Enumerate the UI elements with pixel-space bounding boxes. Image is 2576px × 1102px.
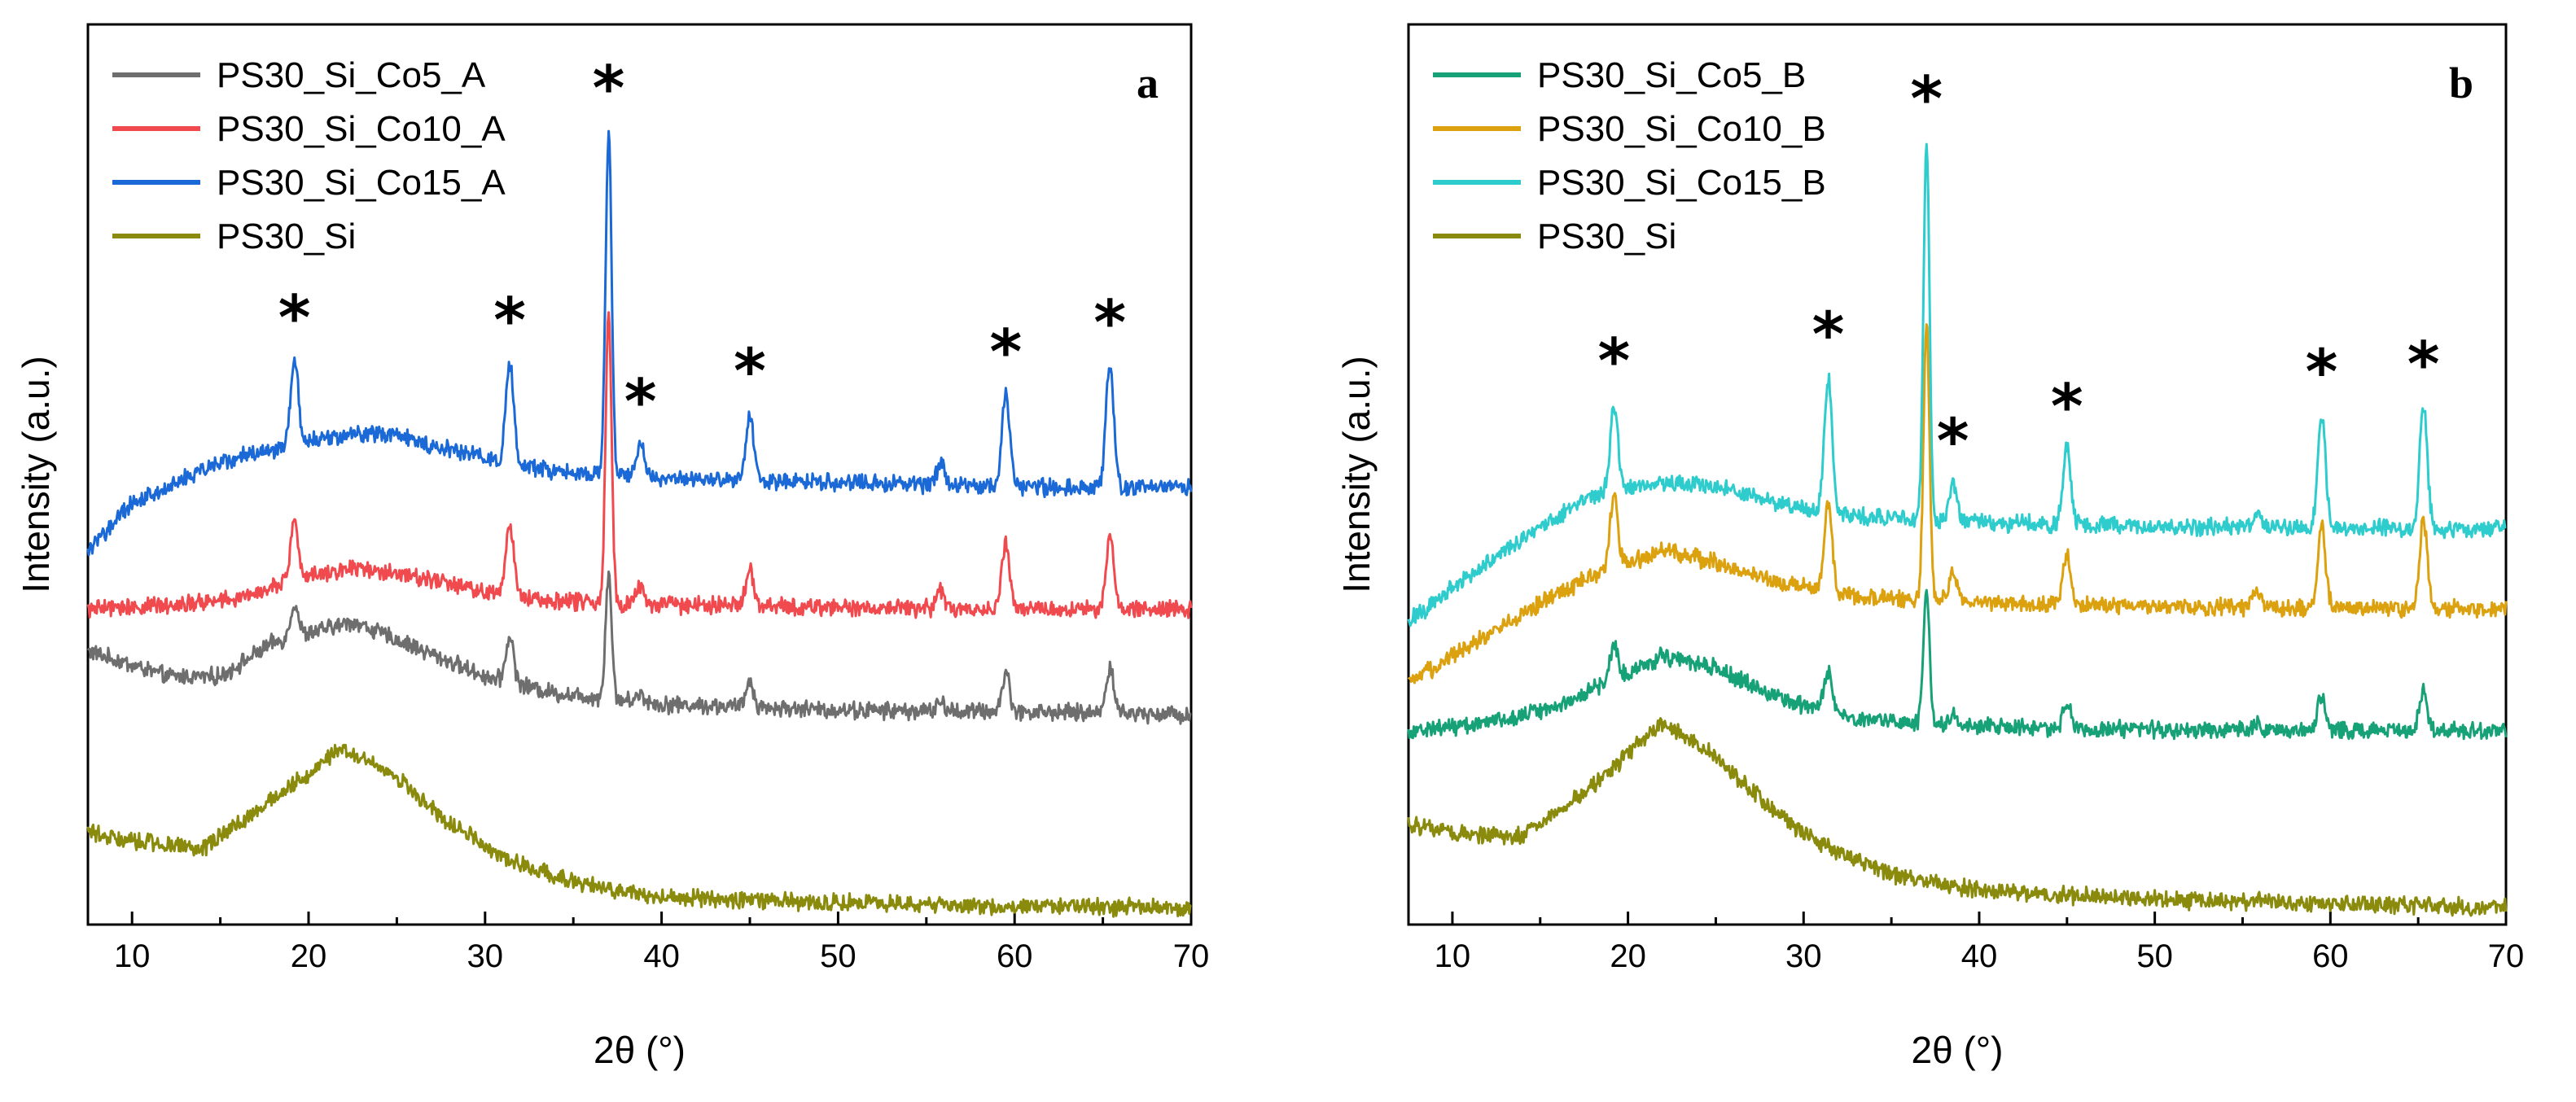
legend-entry: PS30_Si_Co5_B [1537, 55, 1806, 95]
peak-marker: * [278, 281, 311, 353]
legend-entry: PS30_Si_Co5_A [217, 55, 486, 95]
series-line [1407, 588, 2508, 741]
panel-b: 10 20 30 40 50 60 70 2θ (°) Intensity (a.u.) b * * *… [1335, 23, 2525, 1071]
x-tick-label: 50 [2136, 938, 2173, 974]
panel-label: a [1137, 59, 1159, 107]
x-tick-label: 60 [2312, 938, 2349, 974]
x-tick-label: 40 [1961, 938, 1998, 974]
series-line [86, 129, 1193, 557]
x-tick-label: 10 [1435, 938, 1471, 974]
peak-marker: * [1597, 325, 1630, 397]
x-tick-label: 30 [1785, 938, 1822, 974]
x-tick-label: 70 [2488, 938, 2525, 974]
series-line [86, 570, 1192, 725]
peak-marker: * [2051, 370, 2083, 442]
x-tick-label: 70 [1173, 938, 1210, 974]
legend-entry: PS30_Si_Co10_A [217, 109, 506, 149]
plot-frame [86, 23, 1193, 926]
legend-entry: PS30_Si [1537, 216, 1676, 256]
x-tick-label: 10 [114, 938, 151, 974]
series-line [1407, 717, 2508, 917]
x-tick-label: 40 [643, 938, 680, 974]
peak-marker: * [1910, 63, 1943, 135]
plot-frame [1407, 23, 2508, 926]
peak-marker: * [493, 284, 526, 356]
peak-marker: * [2407, 328, 2440, 400]
peak-marker: * [593, 51, 625, 124]
x-axis-label: 2θ (°) [1912, 1029, 2004, 1071]
series-line [1407, 142, 2507, 628]
legend-entry: PS30_Si_Co15_A [217, 163, 506, 203]
legend-entry: PS30_Si [217, 216, 356, 256]
x-tick-label: 50 [820, 938, 856, 974]
y-axis-label: Intensity (a.u.) [15, 356, 57, 593]
peak-marker: * [1937, 405, 1969, 477]
x-axis-label: 2θ (°) [594, 1029, 686, 1071]
panel-label: b [2449, 59, 2473, 107]
peak-marker: * [624, 365, 657, 437]
panel-a: 10 20 30 40 50 60 70 2θ (°) Intensity (a.u.) a * * *… [15, 23, 1210, 1071]
series-line [1407, 323, 2508, 684]
peak-marker: * [989, 316, 1022, 388]
peak-marker: * [734, 335, 766, 407]
legend-entry: PS30_Si_Co10_B [1537, 109, 1826, 149]
x-tick-label: 60 [997, 938, 1033, 974]
x-tick-label: 30 [467, 938, 504, 974]
peak-marker: * [1812, 298, 1845, 370]
series-line [86, 743, 1192, 918]
y-axis-label: Intensity (a.u.) [1335, 356, 1378, 593]
peak-marker: * [1093, 286, 1126, 359]
series-line [86, 311, 1193, 619]
legend-entry: PS30_Si_Co15_B [1537, 163, 1826, 203]
x-tick-label: 20 [291, 938, 327, 974]
peak-marker: * [2306, 335, 2338, 408]
x-tick-label: 20 [1610, 938, 1646, 974]
